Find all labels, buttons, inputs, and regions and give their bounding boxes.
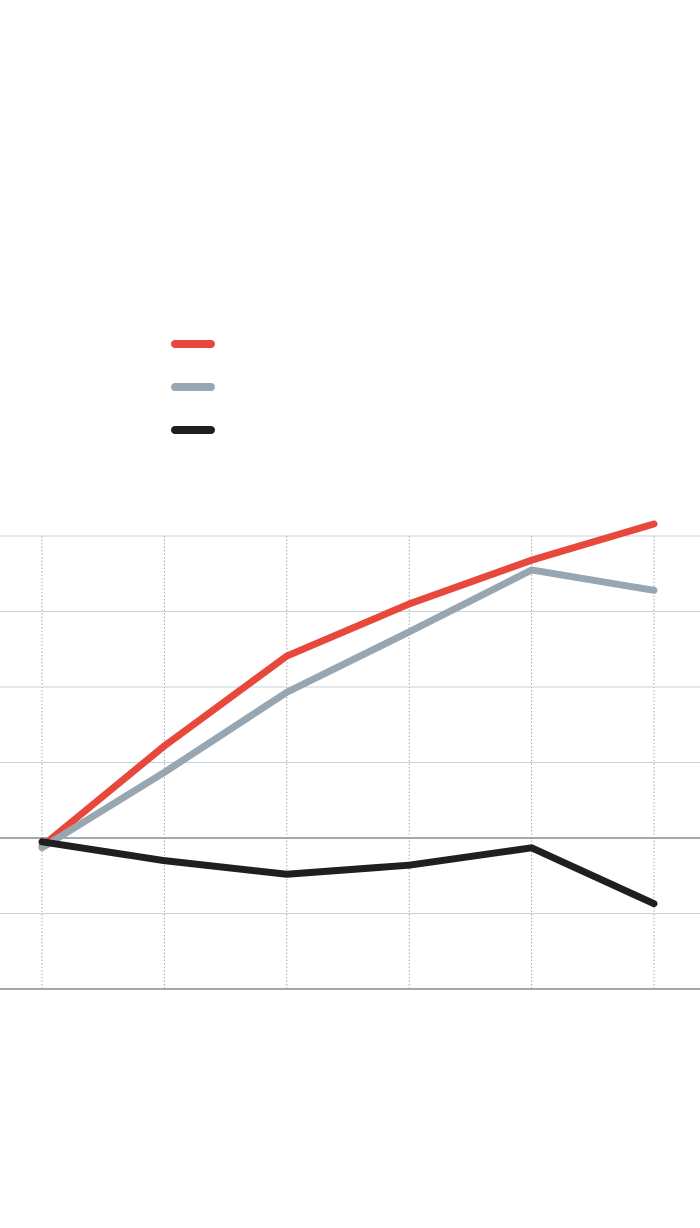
data-line <box>38 566 658 852</box>
data-line <box>38 520 658 850</box>
data-line <box>38 838 658 908</box>
